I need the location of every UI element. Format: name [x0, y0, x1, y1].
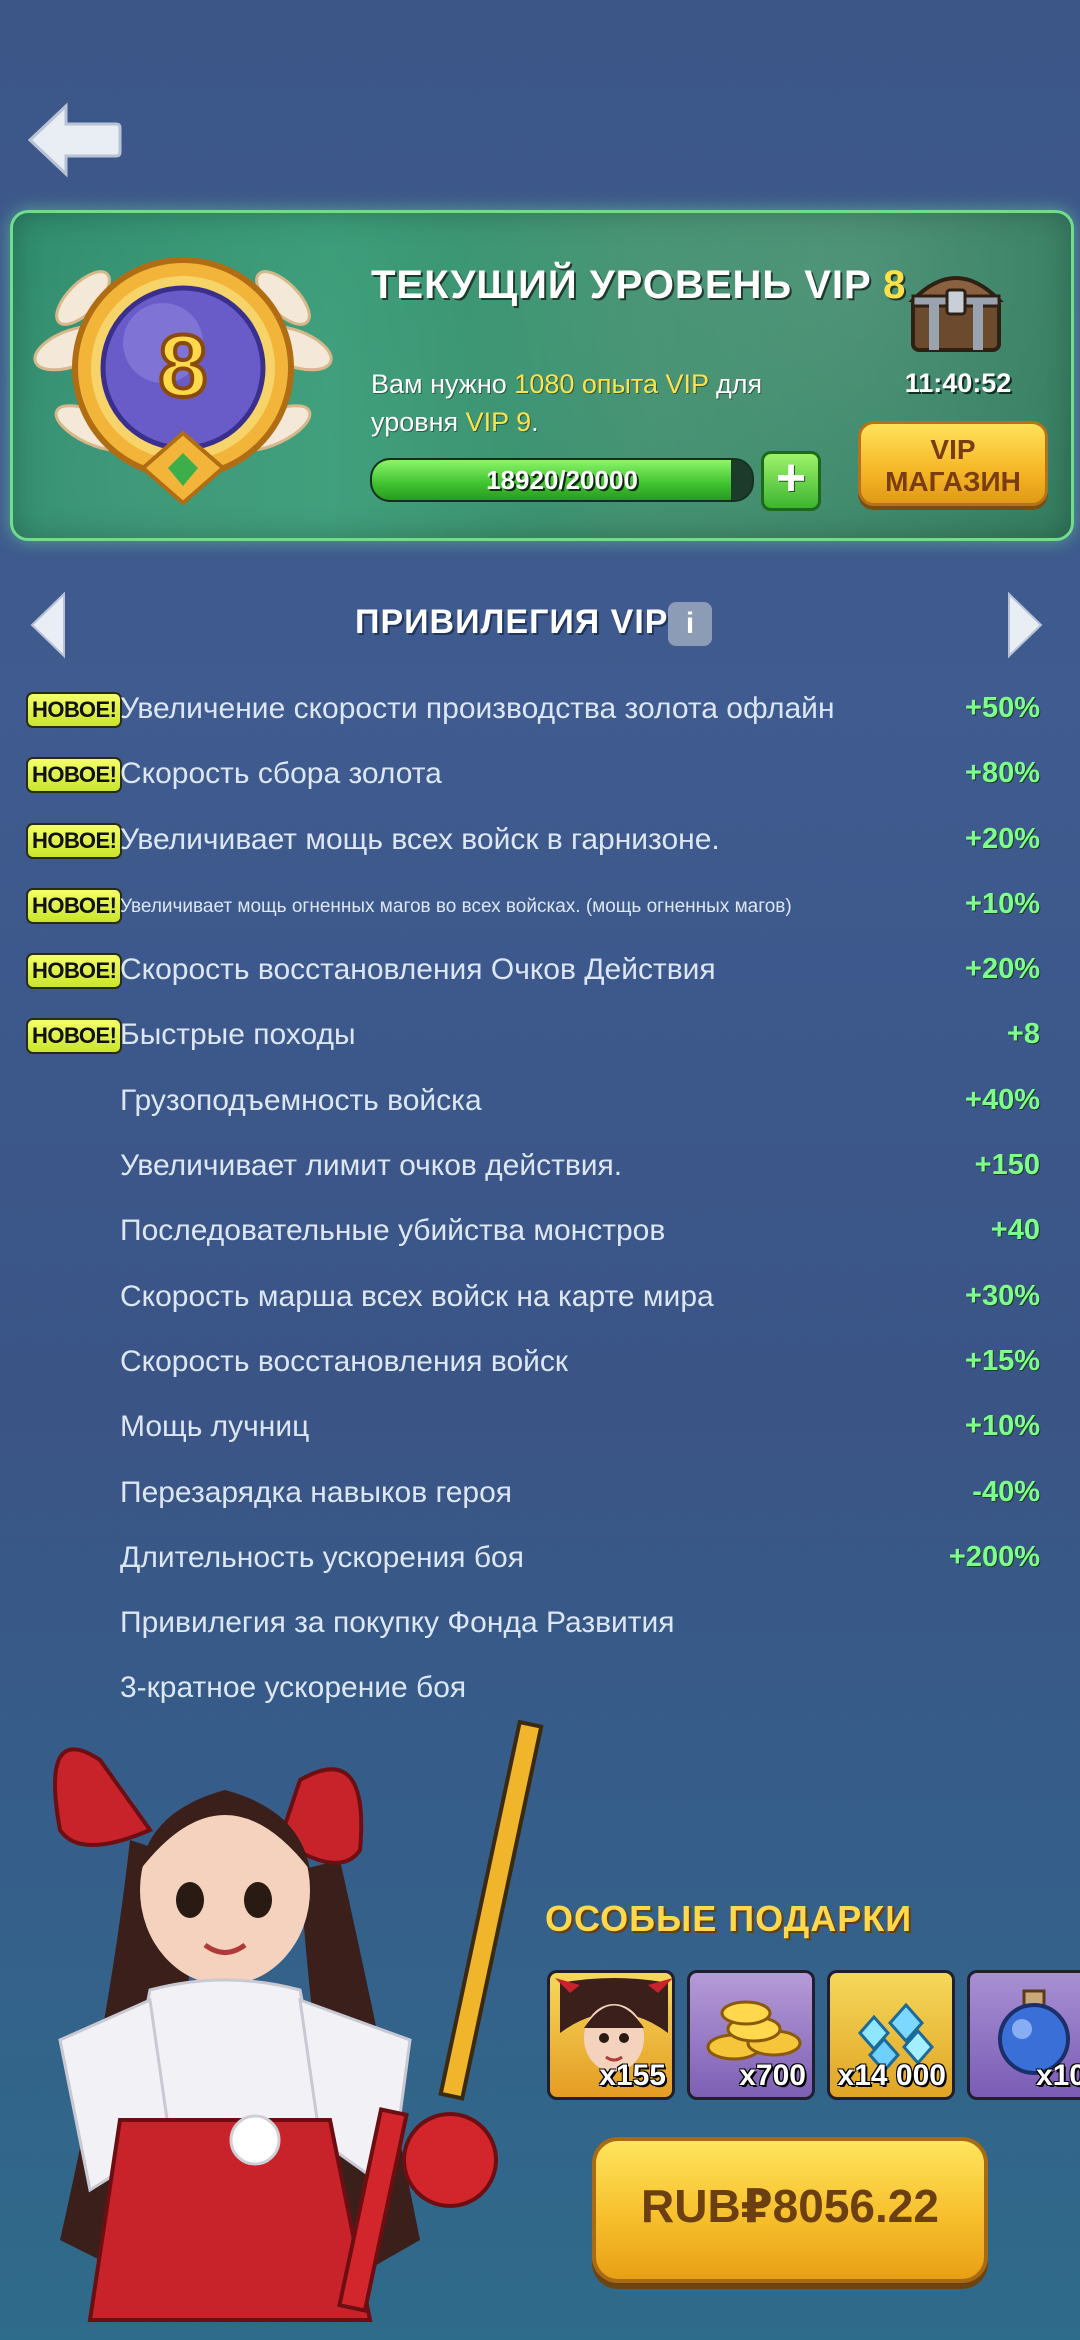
privilege-value: +40% — [965, 1083, 1040, 1116]
privilege-row: НОВОЕ! Скорость восстановления Очков Дейс… — [0, 941, 1080, 1006]
badge-level-number: 8 — [159, 316, 208, 415]
vip-progress-bar: 18920/20000 — [370, 458, 754, 502]
treasure-chest-icon[interactable] — [901, 248, 1011, 358]
privilege-value: +20% — [965, 953, 1040, 986]
privilege-row: НОВОЕ! Увеличивает мощь огненных магов во… — [0, 876, 1080, 941]
privilege-row: НОВОЕ! Быстрые походы +8 — [0, 1006, 1080, 1071]
privilege-row: НОВОЕ! Увеличивает мощь всех войск в гарн… — [0, 811, 1080, 876]
privilege-text: Последовательные убийства монстров — [120, 1214, 666, 1248]
privilege-value: +10% — [965, 1410, 1040, 1443]
privilege-row: НОВОЕ! Скорость сбора золота +80% — [0, 745, 1080, 810]
privilege-list: НОВОЕ! Увеличение скорости производства з… — [0, 680, 1080, 1725]
privilege-text: Грузоподъемность войска — [120, 1083, 482, 1117]
privilege-text: Скорость восстановления войск — [120, 1344, 569, 1378]
privilege-text: Мощь лучниц — [120, 1410, 310, 1444]
privilege-row: 3-кратное ускорение боя — [0, 1659, 1080, 1724]
potion-icon — [998, 1989, 1070, 2075]
purchase-price-button[interactable]: RUB₽8056.22 — [592, 2137, 988, 2283]
gift-item-gold[interactable]: x700 — [687, 1970, 815, 2100]
special-gifts-title: ОСОБЫЕ ПОДАРКИ — [545, 1898, 913, 1939]
vip-shop-label-2: МАГАЗИН — [885, 466, 1021, 497]
privilege-text: Быстрые походы — [120, 1018, 356, 1052]
privilege-value: -40% — [972, 1475, 1040, 1508]
new-tag-badge: НОВОЕ! — [28, 824, 121, 857]
privilege-value: +50% — [965, 692, 1040, 724]
hero-portrait-icon — [555, 1978, 672, 2072]
vip-shop-label-1: VIP — [930, 434, 976, 465]
back-arrow-icon[interactable] — [26, 100, 122, 180]
privilege-row: НОВОЕ! Увеличение скорости производства з… — [0, 680, 1080, 745]
vip-status-card: 8 ТЕКУЩИЙ УРОВЕНЬ VIP 8 Вам нужно 1080 о… — [10, 210, 1074, 541]
new-tag-badge: НОВОЕ! — [28, 955, 121, 988]
privilege-text: Скорость восстановления Очков Действия — [120, 953, 716, 987]
privilege-text: Увеличение скорости производства золота … — [120, 692, 835, 725]
gift-count: x14 000 — [837, 2059, 946, 2092]
info-button[interactable]: i — [668, 602, 712, 646]
vip-level-title: ТЕКУЩИЙ УРОВЕНЬ VIP 8 — [371, 263, 907, 307]
privilege-text: Увеличивает мощь всех войск в гарнизоне. — [120, 822, 720, 856]
privilege-row: Грузоподъемность войска +40% — [0, 1072, 1080, 1137]
vip-level-badge: 8 — [33, 257, 333, 506]
hero-character-illustration — [53, 1720, 544, 2322]
privilege-row: Привилегия за покупку Фонда Развития — [0, 1594, 1080, 1659]
gift-item-potion[interactable]: x10 — [967, 1970, 1080, 2100]
new-tag-badge: НОВОЕ! — [28, 889, 121, 922]
privilege-value: +15% — [965, 1344, 1040, 1377]
privilege-row: Последовательные убийства монстров +40 — [0, 1202, 1080, 1267]
privilege-row: Длительность ускорения боя +200% — [0, 1529, 1080, 1594]
privilege-text: 3-кратное ускорение боя — [120, 1671, 467, 1705]
vip-shop-button[interactable]: VIP МАГАЗИН — [858, 421, 1048, 506]
previous-level-arrow-icon[interactable] — [28, 590, 68, 660]
vip-requirement-text: Вам нужно 1080 опыта VIP для уровня VIP … — [371, 369, 763, 437]
gift-item-gems[interactable]: x14 000 — [827, 1970, 955, 2100]
progress-fill — [372, 460, 732, 500]
privilege-row: Скорость восстановления войск +15% — [0, 1333, 1080, 1398]
privilege-value: +80% — [965, 757, 1040, 790]
chest-timer: 11:40:52 — [904, 368, 1012, 398]
progress-text: 18920/20000 — [486, 465, 638, 495]
privilege-row: Увеличивает лимит очков действия. +150 — [0, 1137, 1080, 1202]
privilege-text: Увеличивает лимит очков действия. — [120, 1149, 623, 1183]
privilege-text: Скорость сбора золота — [120, 757, 442, 791]
gift-count: x700 — [739, 2059, 806, 2092]
privilege-text: Привилегия за покупку Фонда Развития — [120, 1606, 675, 1640]
privilege-value: +20% — [965, 822, 1040, 855]
gift-count: x155 — [599, 2059, 666, 2092]
privilege-value: +150 — [974, 1149, 1040, 1182]
privilege-text: Длительность ускорения боя — [120, 1540, 524, 1574]
gold-coins-icon — [706, 2000, 802, 2061]
new-tag-badge: НОВОЕ! — [28, 1020, 121, 1053]
new-tag-badge: НОВОЕ! — [28, 759, 121, 792]
privilege-value: +30% — [965, 1279, 1040, 1312]
privilege-value: +40 — [990, 1214, 1040, 1247]
privilege-row: Перезарядка навыков героя -40% — [0, 1464, 1080, 1529]
next-level-arrow-icon[interactable] — [1005, 590, 1045, 660]
privilege-row: Мощь лучниц +10% — [0, 1398, 1080, 1463]
gift-count: x10 — [1035, 2059, 1080, 2092]
add-vip-exp-button[interactable]: + — [761, 451, 821, 511]
blue-gems-icon — [858, 2002, 934, 2074]
new-tag-badge: НОВОЕ! — [28, 694, 121, 726]
privilege-title: ПРИВИЛЕГИЯ VIP 8 — [355, 603, 699, 641]
privilege-text: Перезарядка навыков героя — [120, 1475, 513, 1509]
privilege-value: +8 — [1006, 1018, 1040, 1051]
privilege-text: Увеличивает мощь огненных магов во всех … — [120, 895, 792, 917]
privilege-text: Скорость марша всех войск на карте мира — [120, 1279, 714, 1313]
gift-item-hero[interactable]: x155 — [547, 1970, 675, 2100]
privilege-value: +10% — [965, 887, 1040, 920]
privilege-row: Скорость марша всех войск на карте мира +… — [0, 1268, 1080, 1333]
privilege-value: +200% — [948, 1540, 1040, 1573]
